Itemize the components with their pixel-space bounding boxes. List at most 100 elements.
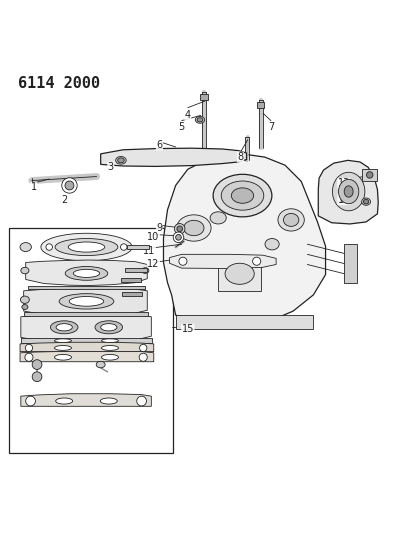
Ellipse shape: [101, 324, 117, 331]
Ellipse shape: [231, 188, 254, 203]
Polygon shape: [24, 312, 148, 316]
Ellipse shape: [20, 243, 31, 252]
Ellipse shape: [102, 354, 118, 360]
Text: 12: 12: [147, 260, 160, 270]
Ellipse shape: [265, 239, 279, 250]
Circle shape: [139, 353, 147, 361]
Ellipse shape: [333, 172, 365, 211]
Bar: [9, 228, 173, 453]
Ellipse shape: [55, 239, 118, 255]
Ellipse shape: [210, 212, 226, 224]
Ellipse shape: [55, 345, 71, 350]
Text: 8: 8: [237, 152, 244, 162]
Bar: [121, 278, 141, 282]
Text: 11: 11: [143, 246, 155, 256]
Ellipse shape: [225, 263, 254, 284]
Polygon shape: [20, 351, 154, 362]
Ellipse shape: [197, 118, 203, 122]
Ellipse shape: [278, 209, 304, 231]
Polygon shape: [164, 153, 326, 325]
Ellipse shape: [102, 339, 118, 343]
Ellipse shape: [195, 116, 204, 123]
Ellipse shape: [51, 321, 78, 334]
Bar: [125, 268, 147, 272]
Polygon shape: [28, 286, 145, 289]
Bar: [200, 94, 208, 100]
Text: 1: 1: [31, 182, 37, 192]
Bar: [344, 244, 357, 282]
Ellipse shape: [20, 296, 29, 303]
Circle shape: [174, 223, 185, 234]
Circle shape: [173, 232, 184, 243]
Ellipse shape: [142, 268, 149, 273]
Polygon shape: [175, 315, 313, 329]
Ellipse shape: [115, 157, 126, 164]
Polygon shape: [318, 160, 378, 224]
Circle shape: [32, 372, 42, 382]
Polygon shape: [20, 342, 154, 352]
Ellipse shape: [339, 180, 359, 204]
Circle shape: [177, 226, 182, 232]
Ellipse shape: [221, 181, 264, 210]
Ellipse shape: [55, 339, 71, 343]
Ellipse shape: [96, 361, 105, 368]
Polygon shape: [21, 394, 151, 406]
Text: 2: 2: [61, 195, 67, 205]
Ellipse shape: [102, 345, 118, 350]
Ellipse shape: [68, 242, 105, 252]
Text: 5: 5: [179, 122, 185, 132]
Ellipse shape: [69, 296, 104, 306]
Bar: [257, 102, 264, 108]
Text: 9: 9: [156, 223, 162, 233]
Circle shape: [25, 353, 33, 361]
Text: 10: 10: [147, 232, 160, 243]
Ellipse shape: [361, 198, 370, 205]
Ellipse shape: [56, 324, 72, 331]
Polygon shape: [170, 254, 276, 269]
Circle shape: [120, 244, 127, 251]
Ellipse shape: [55, 354, 71, 360]
Circle shape: [65, 181, 74, 190]
Ellipse shape: [41, 233, 132, 261]
Bar: [362, 169, 377, 181]
Text: 15: 15: [182, 324, 194, 334]
Ellipse shape: [100, 398, 117, 404]
Text: 13: 13: [338, 179, 350, 189]
Text: 6: 6: [156, 140, 162, 150]
Polygon shape: [26, 260, 147, 286]
Bar: [122, 292, 142, 296]
Polygon shape: [21, 338, 152, 343]
Text: 3: 3: [108, 162, 114, 172]
Polygon shape: [24, 288, 147, 316]
Ellipse shape: [284, 213, 299, 227]
Circle shape: [32, 360, 42, 369]
Ellipse shape: [73, 269, 100, 278]
Polygon shape: [101, 148, 246, 166]
Circle shape: [26, 396, 35, 406]
Circle shape: [175, 235, 181, 240]
Ellipse shape: [95, 321, 122, 334]
Ellipse shape: [184, 220, 204, 236]
Ellipse shape: [59, 294, 114, 309]
Text: 4: 4: [185, 110, 191, 119]
Ellipse shape: [55, 398, 73, 404]
Ellipse shape: [118, 158, 124, 163]
Circle shape: [366, 172, 373, 178]
Circle shape: [137, 396, 146, 406]
Text: 7: 7: [268, 122, 274, 132]
Circle shape: [46, 244, 53, 251]
Bar: [127, 245, 149, 249]
Circle shape: [25, 344, 33, 352]
Polygon shape: [21, 313, 151, 342]
Circle shape: [62, 178, 77, 193]
Ellipse shape: [65, 266, 108, 280]
Bar: [218, 256, 261, 291]
Ellipse shape: [177, 215, 211, 241]
Ellipse shape: [364, 199, 369, 204]
Circle shape: [179, 257, 187, 265]
Ellipse shape: [22, 304, 28, 310]
Ellipse shape: [344, 186, 353, 197]
Text: 6114 2000: 6114 2000: [18, 76, 100, 91]
Circle shape: [140, 344, 147, 352]
Ellipse shape: [213, 174, 272, 217]
